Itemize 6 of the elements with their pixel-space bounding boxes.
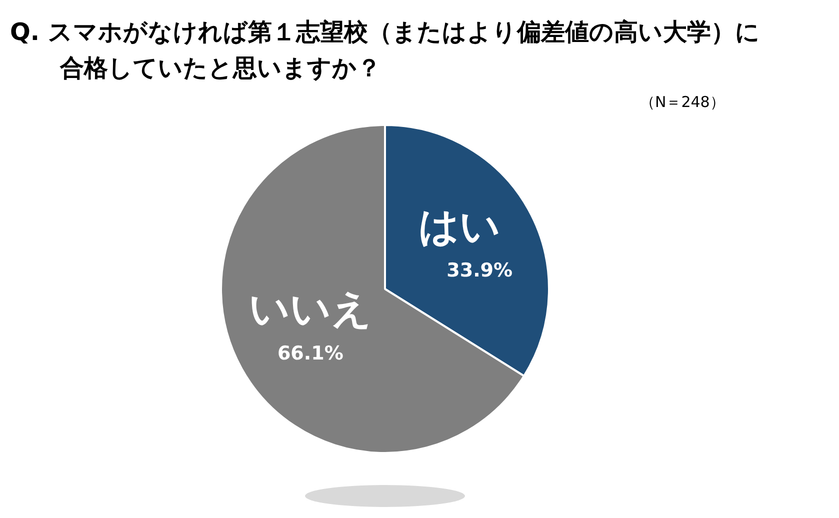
data-label: 33.9%: [446, 260, 513, 282]
text: （N＝248）: [640, 93, 725, 112]
slice-label: はい: [418, 204, 501, 250]
slice-label: いいえ: [248, 286, 372, 333]
chart-title: Q. スマホがなければ第１志望校（またはより偏差値の高い大学）に合格していたと思いますか？: [10, 17, 761, 84]
data-label: 66.1%: [277, 342, 344, 364]
